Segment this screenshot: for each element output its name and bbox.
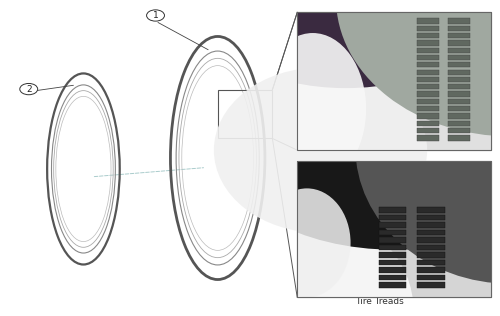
Bar [378, 245, 406, 250]
Ellipse shape [356, 11, 500, 284]
Bar [418, 135, 439, 141]
Circle shape [20, 83, 38, 95]
Bar [418, 18, 439, 24]
Bar [448, 70, 470, 75]
Bar [378, 283, 406, 288]
Bar [448, 135, 470, 141]
Bar [418, 106, 439, 111]
Bar [418, 26, 439, 31]
Text: 1: 1 [152, 11, 158, 20]
Bar [418, 121, 439, 126]
Bar [448, 91, 470, 97]
Bar [378, 237, 406, 243]
Bar [297, 161, 491, 297]
Bar [297, 12, 491, 150]
Bar [448, 113, 470, 118]
Bar [448, 106, 470, 111]
Bar [448, 33, 470, 38]
Bar [297, 161, 491, 297]
Bar [418, 222, 444, 228]
Bar [448, 62, 470, 68]
Bar [418, 99, 439, 104]
Ellipse shape [200, 0, 491, 88]
Bar [448, 84, 470, 89]
Ellipse shape [214, 68, 427, 233]
Bar [418, 237, 444, 243]
Bar [418, 275, 444, 280]
Bar [297, 161, 491, 297]
Ellipse shape [260, 33, 366, 185]
Bar [448, 55, 470, 60]
Bar [418, 252, 444, 258]
Bar [418, 84, 439, 89]
Bar [448, 99, 470, 104]
Bar [448, 48, 470, 53]
Circle shape [146, 10, 164, 21]
Bar [448, 18, 470, 24]
Bar [418, 128, 439, 133]
Bar [297, 12, 491, 150]
Bar [418, 33, 439, 38]
Bar [448, 77, 470, 82]
Bar [418, 62, 439, 68]
Bar [418, 91, 439, 97]
Text: 2: 2 [26, 85, 32, 94]
Ellipse shape [264, 188, 350, 297]
Bar [448, 128, 470, 133]
Bar [378, 260, 406, 265]
Bar [418, 48, 439, 53]
Bar [448, 40, 470, 46]
Bar [378, 215, 406, 220]
Bar [448, 26, 470, 31]
Bar [418, 55, 439, 60]
Ellipse shape [220, 216, 414, 316]
Bar [448, 121, 470, 126]
Bar [418, 283, 444, 288]
Bar [418, 260, 444, 265]
Bar [418, 77, 439, 82]
Bar [418, 113, 439, 118]
Bar [418, 245, 444, 250]
Bar [297, 12, 491, 150]
Bar [378, 252, 406, 258]
Bar [418, 70, 439, 75]
Bar [378, 230, 406, 235]
Bar [418, 215, 444, 220]
Bar [418, 230, 444, 235]
Bar [378, 275, 406, 280]
Bar [378, 222, 406, 228]
Ellipse shape [220, 45, 500, 250]
Ellipse shape [336, 0, 500, 137]
Bar [418, 40, 439, 46]
Bar [378, 267, 406, 273]
Bar [418, 267, 444, 273]
Bar [418, 208, 444, 213]
Bar [378, 208, 406, 213]
Bar [218, 90, 272, 138]
Text: Tire Treads: Tire Treads [355, 297, 404, 306]
